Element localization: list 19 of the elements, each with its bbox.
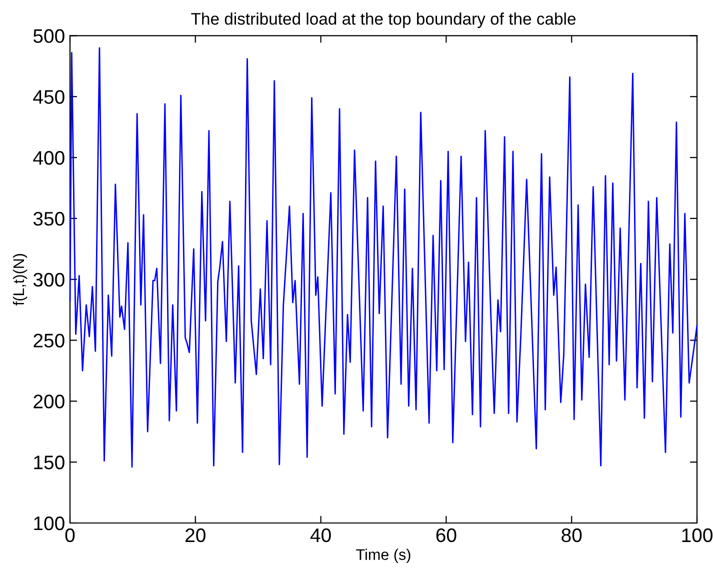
y-tick-label: 400 — [33, 150, 64, 165]
x-tick-label: 80 — [562, 528, 582, 542]
y-tick-label: 300 — [33, 272, 64, 287]
x-tick-label: 0 — [65, 528, 75, 542]
y-axis-title: f(L,t)(N) — [12, 254, 28, 306]
x-tick-label: 20 — [186, 528, 206, 542]
y-tick-label: 500 — [33, 29, 64, 43]
y-tick-label: 450 — [33, 90, 64, 104]
y-tick-label: 100 — [34, 516, 64, 530]
x-tick-label: 40 — [310, 528, 331, 542]
y-tick-label: 250 — [34, 334, 64, 348]
y-tick-label: 200 — [34, 394, 64, 408]
x-tick-label: 100 — [682, 528, 712, 542]
x-tick-label: 60 — [436, 528, 456, 542]
y-tick-label: 150 — [34, 456, 64, 470]
y-tick-label: 350 — [33, 212, 64, 226]
x-axis-title: Time (s) — [356, 548, 410, 563]
line-series — [69, 47, 698, 468]
chart-title: The distributed load at the top boundary of the cable — [191, 12, 576, 28]
